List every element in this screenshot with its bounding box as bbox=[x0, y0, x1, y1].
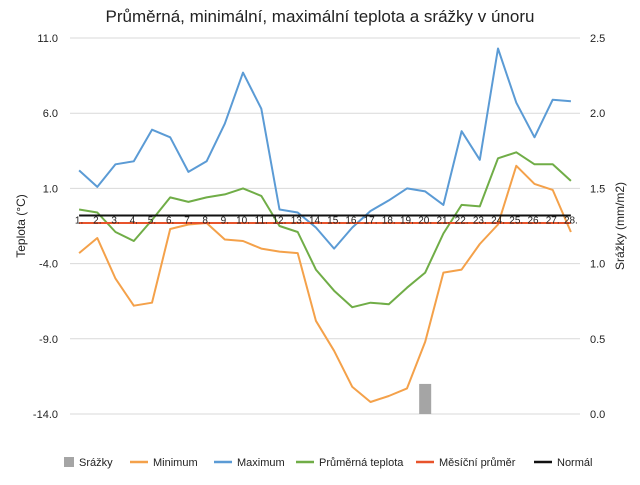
y-axis-title: Teplota (°C) bbox=[14, 194, 28, 258]
x-tick-label: 23. bbox=[473, 215, 487, 226]
y-tick-label: -14.0 bbox=[33, 409, 58, 421]
x-tick-label: 2. bbox=[93, 215, 101, 226]
series-line-maximum bbox=[78, 47, 571, 250]
precipitation-bar bbox=[419, 383, 432, 414]
series-line-minimum bbox=[78, 164, 572, 403]
series-line-prumerna-teplota bbox=[78, 151, 572, 309]
x-tick-label: 9. bbox=[221, 215, 229, 226]
y-tick-label: -4.0 bbox=[39, 259, 58, 271]
x-tick-label: 26. bbox=[528, 215, 542, 226]
x-tick-label: 1. bbox=[75, 215, 83, 226]
x-tick-label: 20. bbox=[418, 215, 432, 226]
x-tick-label: 13. bbox=[291, 215, 305, 226]
x-tick-label: 15. bbox=[327, 215, 341, 226]
x-tick-label: 10. bbox=[236, 215, 250, 226]
legend: Srážky Minimum Maximum Průměrná teplota Měsí… bbox=[64, 457, 592, 469]
y2-tick-label: 2.0 bbox=[590, 108, 605, 120]
y-axis-ticks: 11.0 6.0 1.0 -4.0 -9.0 -14.0 bbox=[33, 33, 58, 421]
y2-tick-label: 0.0 bbox=[590, 409, 605, 421]
legend-label: Srážky bbox=[79, 457, 113, 469]
legend-label: Průměrná teplota bbox=[319, 457, 404, 469]
y-tick-label: 6.0 bbox=[43, 108, 58, 120]
x-tick-label: 25. bbox=[509, 215, 523, 226]
legend-label: Normál bbox=[557, 457, 592, 469]
y2-tick-label: 2.5 bbox=[590, 33, 605, 45]
y2-tick-label: 1.0 bbox=[590, 259, 605, 271]
x-axis-day-labels: 1. 2. 3. 4. 5. 6. 7. 8. 9. 10. 11. 12. 13. 14. 15. 16. 1… bbox=[75, 215, 578, 226]
x-tick-label: 11. bbox=[255, 215, 268, 226]
y2-tick-label: 1.5 bbox=[590, 183, 605, 195]
x-tick-label: 18. bbox=[382, 215, 396, 226]
series-lines bbox=[78, 47, 572, 403]
x-tick-label: 22. bbox=[455, 215, 469, 226]
legend-label: Minimum bbox=[153, 457, 198, 469]
x-tick-label: 4. bbox=[130, 215, 138, 226]
y-tick-label: 1.0 bbox=[43, 183, 58, 195]
y2-tick-label: 0.5 bbox=[590, 334, 605, 346]
y2-axis-ticks: 2.5 2.0 1.5 1.0 0.5 0.0 bbox=[590, 33, 605, 421]
legend-item-mesicni-prumer: Měsíční průměr bbox=[416, 457, 516, 469]
x-tick-label: 7. bbox=[184, 215, 192, 226]
legend-swatch bbox=[64, 457, 74, 467]
chart-title: Průměrná, minimální, maximální teplota a… bbox=[106, 7, 535, 26]
y-tick-label: -9.0 bbox=[39, 334, 58, 346]
legend-item-srazky: Srážky bbox=[64, 457, 113, 469]
x-tick-label: 28. bbox=[564, 215, 578, 226]
x-tick-label: 3. bbox=[111, 215, 119, 226]
legend-label: Maximum bbox=[237, 457, 285, 469]
precipitation-bars bbox=[419, 383, 432, 414]
x-tick-label: 6. bbox=[166, 215, 174, 226]
y-tick-label: 11.0 bbox=[37, 33, 58, 45]
y2-axis-title: Srážky (mm/m2) bbox=[613, 182, 627, 270]
x-tick-label: 17. bbox=[364, 215, 378, 226]
x-tick-label: 16. bbox=[345, 215, 359, 226]
grid-layer bbox=[70, 37, 580, 415]
x-tick-label: 27. bbox=[546, 215, 560, 226]
x-tick-label: 14. bbox=[309, 215, 323, 226]
x-tick-label: 12. bbox=[273, 215, 287, 226]
legend-item-normal: Normál bbox=[534, 457, 592, 469]
legend-label: Měsíční průměr bbox=[439, 457, 516, 469]
legend-item-minimum: Minimum bbox=[130, 457, 198, 469]
x-tick-label: 8. bbox=[202, 215, 210, 226]
legend-item-prumerna-teplota: Průměrná teplota bbox=[296, 457, 404, 469]
legend-item-maximum: Maximum bbox=[214, 457, 285, 469]
x-tick-label: 5. bbox=[148, 215, 156, 226]
x-tick-label: 24. bbox=[491, 215, 505, 226]
x-tick-label: 19. bbox=[400, 215, 414, 226]
x-tick-label: 21. bbox=[436, 215, 450, 226]
